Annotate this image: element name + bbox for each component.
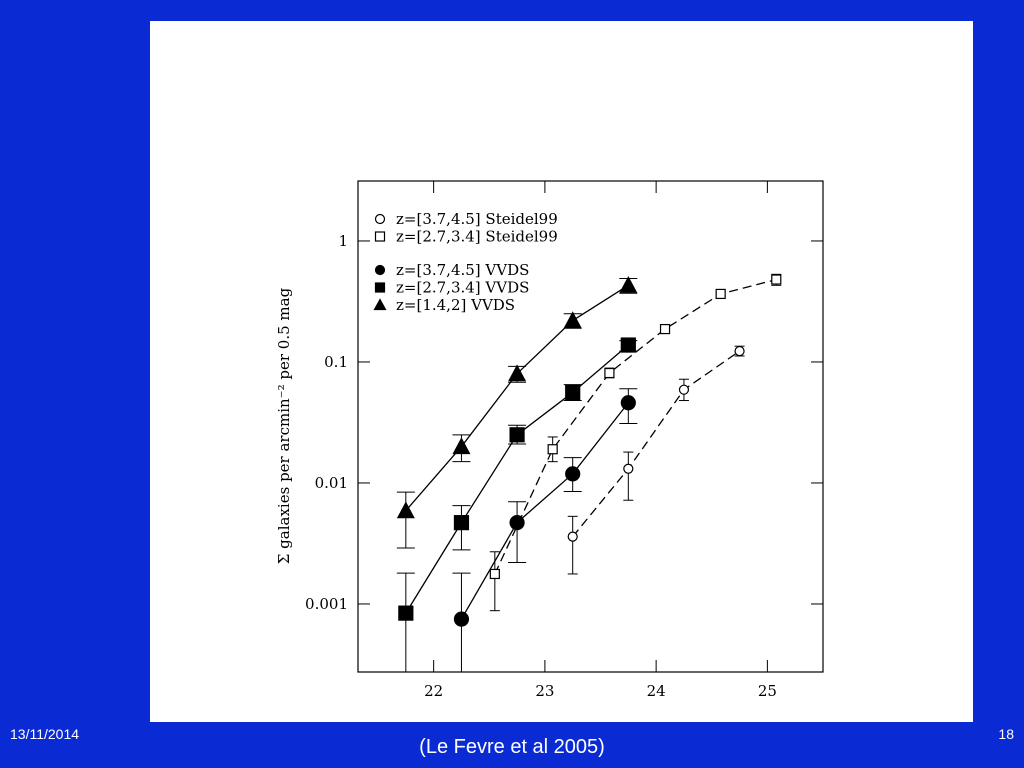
point [771, 274, 782, 285]
error-bar [623, 451, 634, 501]
point [619, 276, 638, 293]
error-bar [452, 572, 471, 672]
point [508, 364, 527, 382]
legend-label: z=[1.4,2] VVDS [396, 296, 515, 314]
legend-label: z=[2.7,3.4] Steidel99 [396, 228, 558, 246]
series-line [572, 350, 740, 538]
x-tick-label: 22 [424, 682, 443, 700]
point [547, 444, 558, 455]
slide-number: 18 [998, 726, 1014, 742]
point [398, 605, 414, 621]
error-bar [508, 501, 527, 564]
point [563, 311, 582, 329]
series-line [405, 284, 629, 512]
point [396, 501, 415, 519]
image-panel [150, 21, 973, 722]
y-tick-label: 0.01 [315, 474, 348, 492]
point [453, 611, 470, 627]
point [623, 463, 634, 474]
point [678, 384, 690, 395]
point [565, 384, 581, 401]
point [453, 515, 470, 531]
x-tick-label: 23 [535, 682, 554, 700]
y-tick-label: 1 [338, 232, 348, 250]
point [373, 298, 387, 311]
legend-label: z=[2.7,3.4] VVDS [396, 279, 529, 297]
point [715, 288, 726, 300]
point [567, 531, 578, 542]
plot-frame [357, 180, 824, 673]
slide-date: 13/11/2014 [10, 726, 80, 742]
series-line [494, 278, 777, 575]
point [374, 264, 386, 276]
point [620, 395, 636, 411]
error-bar [396, 572, 415, 672]
error-bar [567, 515, 578, 575]
y-tick-label: 0.1 [324, 353, 348, 371]
point [374, 213, 386, 225]
caption: (Le Fevre et al 2005) [419, 736, 605, 758]
y-axis-label: Σ galaxies per arcmin⁻² per 0.5 mag [275, 287, 293, 564]
point [604, 367, 615, 379]
point [620, 337, 636, 353]
point [452, 437, 471, 455]
x-tick-label: 24 [647, 682, 666, 700]
point [509, 427, 525, 443]
y-tick-label: 0.001 [305, 595, 348, 613]
plot-area [396, 273, 782, 672]
point [374, 231, 386, 242]
point [659, 323, 671, 335]
series-line [405, 344, 629, 614]
legend-label: z=[3.7,4.5] Steidel99 [396, 210, 558, 228]
point [734, 345, 745, 357]
error-bar [396, 491, 415, 549]
series-line [460, 402, 629, 620]
point [509, 515, 525, 531]
point [565, 466, 581, 482]
point [374, 282, 386, 293]
x-tick-label: 25 [758, 682, 777, 700]
legend-label: z=[3.7,4.5] VVDS [396, 261, 529, 279]
point [489, 568, 500, 580]
